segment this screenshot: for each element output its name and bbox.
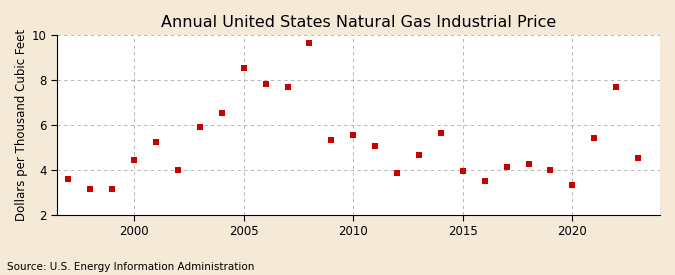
Point — [63, 177, 74, 181]
Point — [238, 66, 249, 70]
Point — [129, 158, 140, 162]
Point — [632, 156, 643, 160]
Point — [545, 168, 556, 173]
Point — [392, 171, 402, 175]
Point — [435, 131, 446, 136]
Point — [523, 162, 534, 167]
Point — [479, 178, 490, 183]
Point — [151, 140, 161, 144]
Title: Annual United States Natural Gas Industrial Price: Annual United States Natural Gas Industr… — [161, 15, 556, 30]
Point — [85, 187, 96, 192]
Point — [326, 138, 337, 143]
Point — [502, 165, 512, 169]
Point — [611, 85, 622, 89]
Point — [217, 111, 227, 116]
Point — [260, 81, 271, 86]
Point — [173, 167, 184, 172]
Point — [414, 153, 425, 158]
Point — [304, 41, 315, 45]
Y-axis label: Dollars per Thousand Cubic Feet: Dollars per Thousand Cubic Feet — [15, 29, 28, 221]
Point — [194, 124, 205, 129]
Point — [567, 183, 578, 188]
Point — [370, 144, 381, 148]
Point — [458, 169, 468, 174]
Point — [348, 133, 358, 138]
Text: Source: U.S. Energy Information Administration: Source: U.S. Energy Information Administ… — [7, 262, 254, 272]
Point — [107, 187, 117, 192]
Point — [282, 85, 293, 90]
Point — [589, 136, 599, 140]
